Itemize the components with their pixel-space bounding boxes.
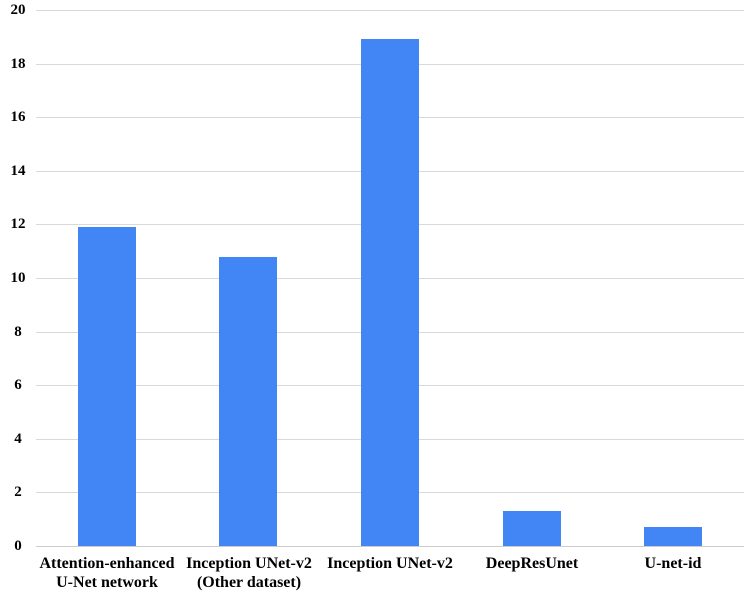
x-axis-label: Inception UNet-v2 [319,554,461,573]
bar [503,511,561,546]
x-axis-label-line: (Other dataset) [196,574,302,591]
y-tick-label: 16 [10,109,26,125]
bar [361,39,419,546]
x-axis-label-line: Attention-enhanced [39,555,175,572]
x-axis-label: Attention-enhanced U-Net network [36,554,178,592]
y-tick-label: 12 [10,216,26,232]
y-tick-label: 8 [14,324,22,340]
y-tick-label: 18 [10,56,26,72]
y-tick-label: 10 [10,270,26,286]
x-axis-label: U-net-id [602,554,744,573]
y-tick-label: 4 [14,431,22,447]
x-axis-label-line: U-net-id [644,555,702,572]
bar [644,527,702,546]
y-tick-label: 20 [10,2,26,18]
y-tick-label: 2 [14,484,22,500]
y-tick-label: 6 [14,377,22,393]
bar [219,257,277,546]
x-axis-label: Inception UNet-v2 (Other dataset) [178,554,320,592]
y-tick-label: 14 [10,163,26,179]
x-axis-label-line: Inception UNet-v2 [186,555,312,572]
x-axis-label-line: Inception UNet-v2 [327,555,453,572]
gridline [36,10,744,11]
x-axis-label-line: U-Net network [56,574,158,591]
bar [78,227,136,546]
x-axis-line [36,546,744,547]
x-axis-label: DeepResUnet [461,554,603,573]
x-axis-label-line: DeepResUnet [485,555,579,572]
y-tick-label: 0 [14,538,22,554]
